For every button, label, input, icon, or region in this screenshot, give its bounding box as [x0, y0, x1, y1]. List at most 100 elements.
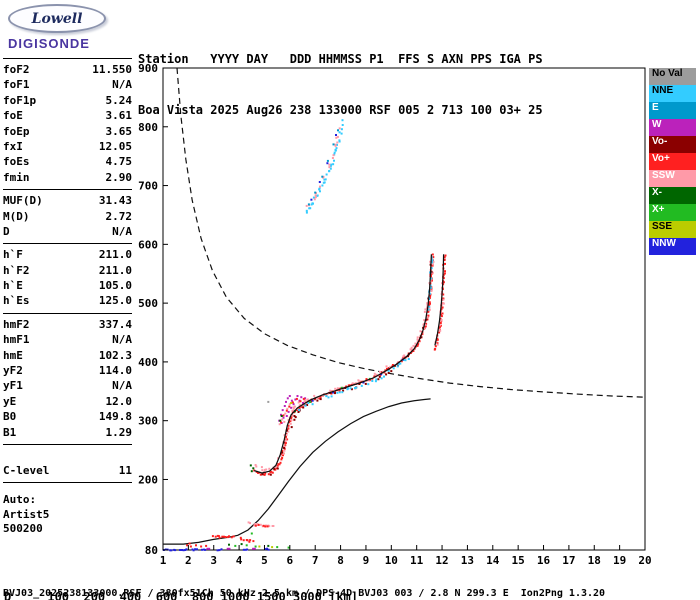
param-value: 149.8 [98, 410, 132, 424]
y-axis-tick-label: 400 [138, 356, 158, 369]
param-row: foF2 11.550 [3, 62, 132, 77]
param-row: hmF1 N/A [3, 332, 132, 347]
param-label: fxI [3, 139, 23, 153]
param-value: 105.0 [98, 279, 132, 293]
autoscaling-info: Auto: Artist5 500200 [3, 493, 132, 537]
x-axis-tick-label: 13 [461, 554, 474, 567]
param-label: yE [3, 394, 17, 408]
x-axis-tick-label: 7 [312, 554, 319, 567]
param-row: D N/A [3, 224, 132, 239]
param-label: foE [3, 109, 23, 123]
param-label: MUF(D) [3, 194, 43, 208]
param-value: 3.65 [105, 124, 133, 138]
legend-item: Vo- [649, 136, 696, 153]
autoscaling-info-line: 500200 [3, 522, 43, 536]
muf-distance-table: D 100 200 400 600 800 1000 1500 3000 [km… [4, 566, 365, 600]
param-row: foEs 4.75 [3, 154, 132, 169]
param-group: foF2 11.550 foF1 N/A foF1p 5.24 foE 3.61 foEp 3.6… [3, 58, 133, 191]
legend-item: SSE [649, 221, 696, 238]
fitted-o-trace [254, 254, 433, 474]
param-row: foF1 N/A [3, 77, 132, 92]
x-axis-tick-label: 16 [537, 554, 551, 567]
param-row: B1 1.29 [3, 425, 132, 440]
y-axis-tick-label: 900 [138, 62, 158, 75]
x-axis-tick-label: 8 [337, 554, 344, 567]
param-value: 337.4 [98, 317, 132, 331]
param-label: fmin [3, 170, 30, 184]
fitted-x-trace [434, 254, 445, 346]
param-value: 125.0 [98, 294, 132, 308]
legend-item: X- [649, 187, 696, 204]
distance-row: D 100 200 400 600 800 1000 1500 3000 [km… [4, 590, 359, 600]
logo-product-text: DIGISONDE [8, 36, 90, 51]
param-row: yE 12.0 [3, 394, 132, 409]
param-label: yF1 [3, 379, 23, 393]
legend-item: Vo+ [649, 153, 696, 170]
x-axis-tick-label: 11 [410, 554, 424, 567]
param-value: 4.75 [105, 155, 133, 169]
param-label: C-level [3, 463, 50, 477]
ionogram-header: Station YYYY DAY DDD HHMMSS P1 FFS S AXN… [138, 17, 543, 153]
param-row: yF1 N/A [3, 378, 132, 393]
param-row: fmin 2.90 [3, 170, 132, 185]
param-label: hmF1 [3, 333, 30, 347]
param-row: h`F 211.0 [3, 247, 132, 262]
true-height-profile [163, 398, 431, 545]
param-label: M(D) [3, 209, 30, 223]
param-row: M(D) 2.72 [3, 209, 132, 224]
param-label: hmE [3, 348, 23, 362]
legend-item: E [649, 102, 696, 119]
y-axis-tick-label: 300 [138, 415, 158, 428]
param-value: N/A [112, 224, 132, 238]
legend-item: SSW [649, 170, 696, 187]
param-value: 102.3 [98, 348, 132, 362]
logo-brand-text: Lowell [31, 10, 83, 27]
param-label: h`F2 [3, 263, 30, 277]
param-value: 1.29 [105, 425, 133, 439]
param-label: h`E [3, 279, 23, 293]
param-value: 211.0 [98, 248, 132, 262]
param-label: foEs [3, 155, 30, 169]
param-value: 114.0 [98, 364, 132, 378]
param-value: 11.550 [92, 63, 132, 76]
y-axis-tick-label: 800 [138, 121, 158, 134]
param-row: h`Es 125.0 [3, 293, 132, 308]
param-label: B1 [3, 425, 17, 439]
legend-item: X+ [649, 204, 696, 221]
x-axis-tick-label: 6 [287, 554, 294, 567]
x-axis-tick-label: 20 [638, 554, 651, 567]
param-row: MUF(D) 31.43 [3, 193, 132, 208]
legend-item: W [649, 119, 696, 136]
x-axis-tick-label: 19 [613, 554, 626, 567]
param-value: 5.24 [105, 93, 133, 107]
param-value: N/A [112, 379, 132, 393]
param-value: 12.0 [105, 394, 133, 408]
param-row: fxI 12.05 [3, 139, 132, 154]
muf-transmission-curve [176, 67, 646, 398]
param-label: foF2 [3, 63, 30, 76]
param-row: h`F2 211.0 [3, 263, 132, 278]
x-axis-tick-label: 2 [185, 554, 192, 567]
header-field-names: Station YYYY DAY DDD HHMMSS P1 FFS S AXN… [138, 52, 543, 66]
param-value: 3.61 [105, 109, 133, 123]
x-axis-tick-label: 4 [236, 554, 243, 567]
x-axis-tick-label: 3 [210, 554, 217, 567]
param-label: D [3, 224, 10, 238]
param-value: 2.72 [105, 209, 133, 223]
legend-item: NNW [649, 238, 696, 255]
x-axis-tick-label: 5 [261, 554, 268, 567]
x-axis-tick-label: 18 [588, 554, 601, 567]
x-axis-tick-label: 1 [160, 554, 167, 567]
y-axis-tick-label: 700 [138, 180, 158, 193]
x-axis-tick-label: 9 [363, 554, 370, 567]
param-row: hmF2 337.4 [3, 317, 132, 332]
param-row: C-level 11 [3, 463, 132, 478]
param-label: h`Es [3, 294, 30, 308]
param-row: foE 3.61 [3, 108, 132, 123]
param-row: B0 149.8 [3, 409, 132, 424]
param-value: N/A [112, 78, 132, 92]
param-group: C-level 11 [3, 460, 132, 484]
y-axis-tick-label: 500 [138, 297, 158, 310]
